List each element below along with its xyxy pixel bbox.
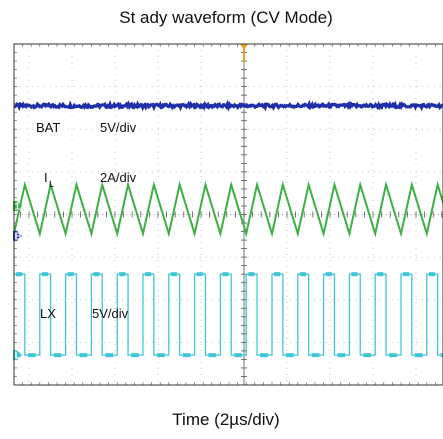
trace-bat bbox=[13, 99, 443, 112]
trace-lx bbox=[14, 273, 443, 356]
plot-frame bbox=[13, 43, 443, 386]
ground-marker-bat-text: B bbox=[15, 231, 22, 242]
x-axis-label: Time (2µs/div) bbox=[172, 410, 279, 429]
channel-label-lx: LX bbox=[40, 306, 56, 321]
channel-scale-lx: 5V/div bbox=[92, 306, 129, 321]
trace-il bbox=[13, 180, 443, 238]
traces bbox=[13, 99, 443, 358]
channel-scale-bat: 5V/div bbox=[100, 120, 137, 135]
chart-title: St ady waveform (CV Mode) bbox=[119, 8, 333, 27]
channel-labels: BAT 5V/div I L 2A/div LX 5V/div bbox=[36, 120, 137, 321]
ground-marker-lx-text: L bbox=[15, 351, 21, 362]
ground-marker-il-text: 1 bbox=[15, 201, 21, 212]
ground-marker-lx bbox=[13, 350, 22, 361]
ground-marker-bat bbox=[13, 230, 22, 241]
channel-label-il-subscript: L bbox=[49, 179, 54, 189]
ground-markers: 1 B L bbox=[13, 200, 22, 362]
channel-label-bat: BAT bbox=[36, 120, 60, 135]
ground-marker-il bbox=[13, 200, 22, 211]
channel-scale-il: 2A/div bbox=[100, 170, 137, 185]
channel-label-il: I bbox=[44, 170, 48, 185]
